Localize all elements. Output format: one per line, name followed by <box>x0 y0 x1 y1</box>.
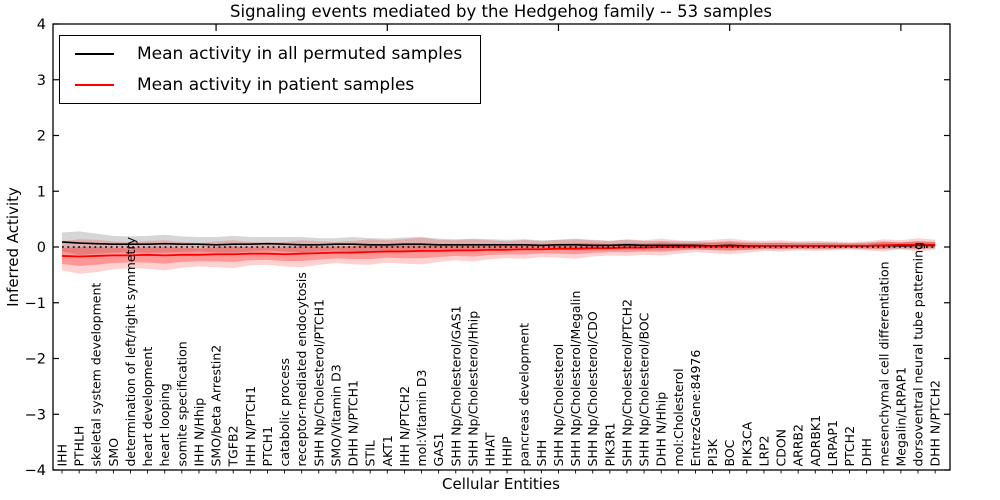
x-tick-label: AKT1 <box>380 435 395 466</box>
y-tick-label: 0 <box>37 240 46 256</box>
legend-item-patient: Mean activity in patient samples <box>75 75 462 95</box>
x-tick-label: catabolic process <box>277 358 292 467</box>
x-tick-label: HHAT <box>483 432 498 466</box>
x-tick-label: heart development <box>140 347 155 467</box>
x-tick-label: mol:Vitamin D3 <box>414 370 429 467</box>
x-tick-label: determination of left/right symmetry <box>123 236 138 466</box>
patient-mean-line <box>61 243 936 258</box>
x-tick-label: IHH N/PTCH2 <box>397 386 412 467</box>
x-tick-label: STIL <box>363 440 378 466</box>
y-tick-label: −2 <box>25 352 46 368</box>
x-tick-label: PTCH1 <box>260 426 275 467</box>
x-tick-label: PI3K <box>705 438 720 466</box>
x-tick-label: EntrezGene:84976 <box>688 350 703 467</box>
y-tick-label: 2 <box>37 129 46 145</box>
legend-label-patient: Mean activity in patient samples <box>137 75 415 95</box>
x-tick-label: PTCH2 <box>842 426 857 467</box>
x-tick-label: SHH Np/Cholesterol/GAS1 <box>448 305 463 466</box>
x-tick-label: SMO/Vitamin D3 <box>328 364 343 466</box>
chart-title: Signaling events mediated by the Hedgeho… <box>230 2 772 21</box>
x-tick-label: IHH N/Hhip <box>191 398 206 467</box>
x-tick-label: PIK3R1 <box>602 422 617 466</box>
legend-item-permuted: Mean activity in all permuted samples <box>75 44 462 64</box>
x-tick-label: DHH N/PTCH1 <box>346 380 361 466</box>
x-tick-label: SHH Np/Cholesterol <box>551 344 566 467</box>
x-tick-label: CDON <box>774 429 789 467</box>
x-tick-label: DHH N/Hhip <box>654 392 669 467</box>
y-tick-label: −3 <box>25 407 46 423</box>
patient-line-sample <box>75 84 114 86</box>
x-tick-label: dorsoventral neural tube patterning <box>911 242 926 467</box>
x-tick-label: ARRB2 <box>791 424 806 466</box>
x-tick-label: DHH N/PTCH2 <box>928 380 943 466</box>
x-tick-label: PIK3CA <box>739 421 754 466</box>
x-tick-label: LRPAP1 <box>825 420 840 466</box>
x-tick-label: SHH <box>534 440 549 467</box>
x-tick-label: LRP2 <box>756 435 771 466</box>
x-tick-label: pancreas development <box>517 323 532 467</box>
permuted-std-band <box>62 231 936 255</box>
x-tick-label: somite specification <box>174 341 189 466</box>
x-tick-label: skeletal system development <box>89 283 104 467</box>
x-tick-label: IHH N/PTCH1 <box>243 386 258 467</box>
x-tick-label: Megalin/LRPAP1 <box>893 367 908 467</box>
y-tick-label: 3 <box>37 73 46 89</box>
y-tick-label: 4 <box>37 17 46 33</box>
y-axis-title: Inferred Activity <box>4 187 22 307</box>
y-tick-label: 1 <box>37 184 46 200</box>
legend-box: Mean activity in all permuted samples Me… <box>59 35 482 104</box>
x-tick-label: BOC <box>722 439 737 466</box>
x-tick-label: PTHLH <box>72 426 87 467</box>
x-tick-label: heart looping <box>157 383 172 466</box>
x-tick-label: SHH Np/Cholesterol/Megalin <box>568 291 583 467</box>
x-tick-label: SHH Np/Cholesterol/PTCH1 <box>311 299 326 467</box>
y-tick-label: −4 <box>25 463 46 479</box>
x-tick-label: TGFB2 <box>226 425 241 467</box>
x-tick-label: mol:Cholesterol <box>671 368 686 466</box>
x-tick-label: SHH Np/Cholesterol/CDO <box>585 311 600 466</box>
x-tick-label: SMO <box>106 438 121 467</box>
x-axis-title: Cellular Entities <box>442 475 560 493</box>
x-tick-label: ADRBK1 <box>808 415 823 467</box>
x-tick-label: SHH Np/Cholesterol/PTCH2 <box>619 299 634 467</box>
x-tick-label: HHIP <box>500 436 515 466</box>
legend-label-permuted: Mean activity in all permuted samples <box>137 44 463 64</box>
x-tick-label: receptor-mediated endocytosis <box>294 272 309 466</box>
x-tick-label: SHH Np/Cholesterol/BOC <box>637 312 652 466</box>
y-tick-label: −1 <box>25 296 46 312</box>
x-tick-label: IHH <box>55 444 70 467</box>
x-tick-label: GAS1 <box>431 432 446 466</box>
x-tick-label: DHH <box>859 438 874 466</box>
x-tick-label: SHH Np/Cholesterol/Hhip <box>465 311 480 467</box>
x-tick-label: SMO/beta Arrestin2 <box>209 345 224 467</box>
permuted-line-sample <box>75 53 114 55</box>
x-tick-label: mesenchymal cell differentiation <box>876 261 891 466</box>
